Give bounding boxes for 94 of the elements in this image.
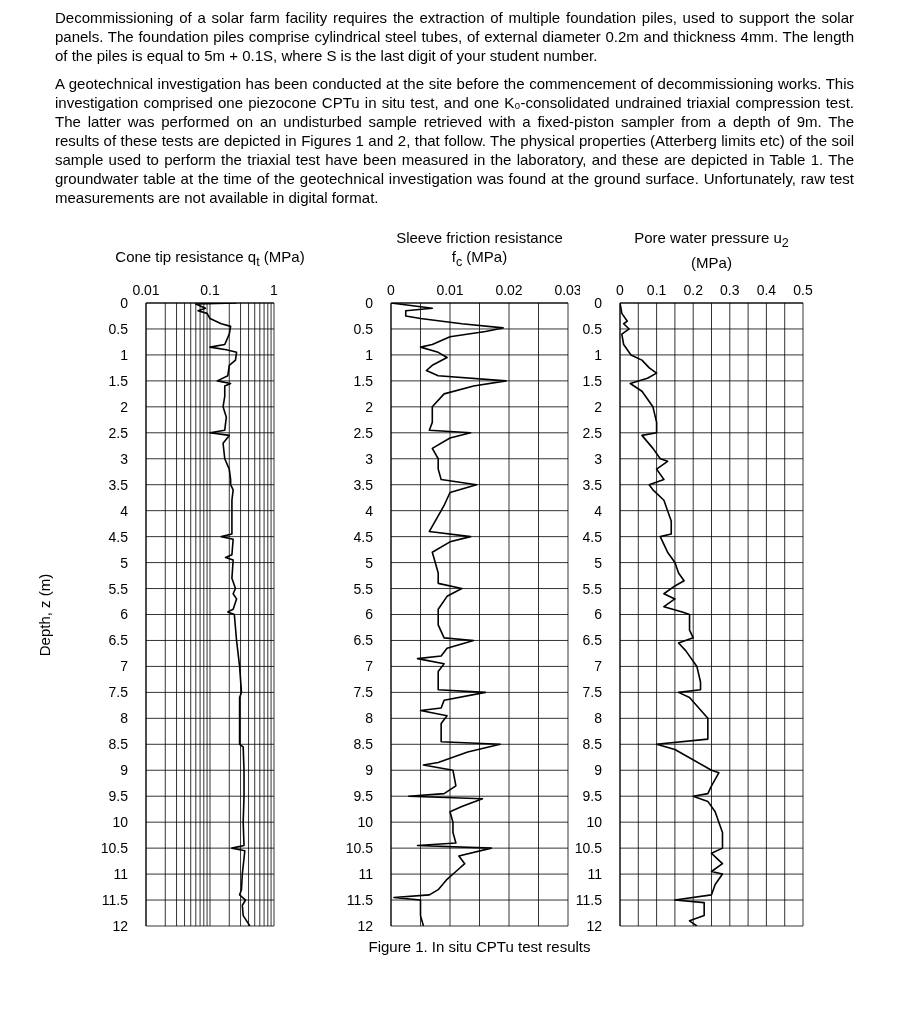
y-tick-label: 8 [120,710,129,727]
y-tick-label: 5.5 [353,580,374,597]
y-tick-label: 11 [587,866,603,883]
x-axis-title: Sleeve friction resistance f$_{c}$ (MPa) [395,228,564,271]
y-tick-label: 9.5 [353,788,374,805]
y-tick-label: 10 [586,814,603,831]
y-tick-label: 8 [594,710,603,727]
y-tick-label: 0.5 [353,320,374,337]
y-tick-label: 1.5 [582,372,603,389]
y-tick-label: 9.5 [108,788,129,805]
text: A geotechnical investigation has been conducted at the site before the commencement of decommissioning works. This investigation comprised one piezocone CPTu in situ test, and one K₀-consolidated undrained triaxial compression test. The latter was performed on an undisturbed sample retrieved with a fixed-piston sampler from a depth of 9m. The results of these tests are depicted in Figures 1 and 2, that follow. The physical properties (Atterberg limits etc) of the soil sample used to perform the triaxial test have been measured in the laboratory, and these are depicted in Table 1. The groundwater table at the time of the geotechnical investigation was found at the ground surface. Unfortunately, raw test measurements are not available in digital format. [55,74,854,207]
y-tick-label: 6.5 [108,632,129,649]
y-tick-label: 11 [113,866,129,883]
y-tick-label: 1 [365,346,374,363]
y-tick-label: 2 [120,398,129,415]
y-tick-label: 6.5 [582,632,603,649]
x-tick-label: 0.02 [495,282,523,298]
y-tick-label: 2 [594,398,603,415]
y-tick-label: 4.5 [582,528,603,545]
y-tick-label: 1.5 [353,372,374,389]
y-tick-label: 4.5 [353,528,374,545]
y-tick-label: 1 [120,346,129,363]
y-tick-label: 1.5 [108,372,129,389]
y-tick-label: 8 [365,710,374,727]
y-tick-label: 11.5 [346,892,374,909]
y-tick-label: 4 [120,502,129,519]
y-tick-label: 3.5 [582,476,603,493]
y-tick-label: 12 [586,917,603,934]
text: Pore water pressure u$_{2}$ (MPa) [634,229,789,271]
y-tick-label: 0 [594,294,603,311]
y-tick-label: 10 [357,814,374,831]
y-tick-label: 0.5 [582,320,603,337]
x-tick-label: 1 [270,282,279,298]
x-axis-title: Cone tip resistance q$_{t}$ (MPa) [115,247,305,271]
y-axis-title: Depth, z (m) [35,573,53,656]
y-tick-label: 11.5 [101,892,129,909]
y-tick-label: 9 [594,762,603,779]
y-tick-label: 10.5 [345,840,374,857]
x-tick-label: 0.1 [200,282,220,298]
y-tick-label: 11.5 [575,892,603,909]
text: Decommissioning of a solar farm facility requires the extraction of multiple foundation piles, used to support the solar panels. The foundation piles comprise cylindrical steel tubes, of external diameter 0.2m and thickness 4mm. The length of the piles is equal to 5m + 0.1S, where S is the last digit of your student number. [55,8,854,65]
y-tick-label: 4 [365,502,374,519]
x-tick-label: 0.01 [436,282,464,298]
y-tick-label: 4.5 [108,528,129,545]
x-tick-label: 0.3 [720,282,740,298]
y-tick-label: 5 [365,554,374,571]
x-tick-label: 0.01 [132,282,160,298]
y-tick-label: 6.5 [353,632,374,649]
y-tick-label: 0 [365,294,374,311]
y-tick-label: 3 [365,450,374,467]
y-tick-label: 10.5 [100,840,129,857]
y-tick-label: 8.5 [353,736,374,753]
y-tick-label: 2 [365,398,374,415]
y-tick-label: 0 [120,294,129,311]
y-tick-label: 3 [594,450,603,467]
y-tick-label: 10.5 [574,840,603,857]
y-tick-label: 7.5 [353,684,374,701]
y-tick-label: 9.5 [582,788,603,805]
y-tick-label: 6 [365,606,374,623]
y-tick-label: 2.5 [353,424,374,441]
x-tick-label: 0.4 [756,282,777,298]
x-tick-label: 0 [616,282,625,298]
y-tick-label: 12 [357,917,374,934]
y-tick-label: 7.5 [108,684,129,701]
caption: Figure 1. In situ CPTu test results [367,938,592,955]
y-tick-label: 4 [594,502,603,519]
y-tick-label: 5 [594,554,603,571]
y-tick-label: 12 [112,917,129,934]
y-tick-label: 0.5 [108,320,129,337]
x-tick-label: 0 [387,282,396,298]
x-tick-label: 0.1 [646,282,667,298]
y-tick-label: 5.5 [582,580,603,597]
y-tick-label: 2.5 [582,424,603,441]
y-tick-label: 3 [120,450,129,467]
x-tick-label: 0.2 [683,282,704,298]
y-tick-label: 5 [120,554,129,571]
x-tick-label: 0.5 [793,282,813,298]
y-tick-label: 8.5 [108,736,129,753]
y-tick-label: 9 [120,762,129,779]
y-tick-label: 5.5 [108,580,129,597]
y-tick-label: 1 [594,346,603,363]
y-tick-label: 10 [112,814,129,831]
y-tick-label: 6 [594,606,603,623]
y-tick-label: 7.5 [582,684,603,701]
y-tick-label: 3.5 [108,476,129,493]
y-tick-label: 8.5 [582,736,603,753]
y-tick-label: 9 [365,762,374,779]
y-tick-label: 6 [120,606,129,623]
y-tick-label: 7 [120,658,129,675]
y-tick-label: 3.5 [353,476,374,493]
y-tick-label: 7 [594,658,603,675]
y-tick-label: 11 [358,866,374,883]
y-tick-label: 2.5 [108,424,129,441]
y-tick-label: 7 [365,658,374,675]
